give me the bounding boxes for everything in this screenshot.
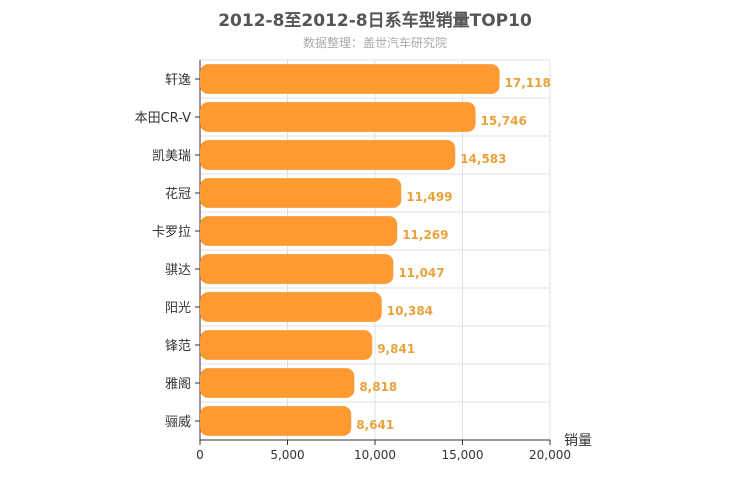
data-label: 9,841 bbox=[377, 342, 415, 356]
bar bbox=[200, 178, 402, 208]
bar bbox=[200, 330, 373, 360]
x-tick-label: 0 bbox=[196, 448, 204, 462]
data-label: 8,818 bbox=[359, 380, 397, 394]
data-label: 17,118 bbox=[505, 76, 551, 90]
category-label: 轩逸 bbox=[165, 73, 191, 88]
chart-title: 2012-8至2012-8日系车型销量TOP10 bbox=[218, 11, 532, 31]
bar bbox=[200, 64, 500, 94]
category-label: 锋范 bbox=[165, 339, 191, 354]
category-label: 卡罗拉 bbox=[152, 225, 191, 240]
data-label: 14,583 bbox=[460, 152, 506, 166]
bar bbox=[200, 368, 355, 398]
x-tick-label: 10,000 bbox=[354, 448, 396, 462]
bar bbox=[200, 216, 398, 246]
category-label: 本田CR-V bbox=[135, 111, 192, 126]
data-label: 11,269 bbox=[402, 228, 448, 242]
data-label: 8,641 bbox=[356, 418, 394, 432]
bar bbox=[200, 102, 476, 132]
data-label: 15,746 bbox=[481, 114, 527, 128]
category-label: 花冠 bbox=[165, 186, 191, 202]
data-label: 11,047 bbox=[398, 266, 444, 280]
category-label: 骐达 bbox=[165, 263, 191, 278]
x-tick-label: 15,000 bbox=[442, 448, 484, 462]
bar bbox=[200, 140, 456, 170]
x-axis-label: 销量 bbox=[564, 433, 592, 449]
bar bbox=[200, 254, 394, 284]
data-label: 11,499 bbox=[406, 190, 452, 204]
x-tick-label: 5,000 bbox=[270, 448, 304, 462]
category-label: 骊威 bbox=[165, 415, 191, 430]
bar bbox=[200, 292, 382, 322]
category-label: 阳光 bbox=[165, 301, 191, 316]
data-label: 10,384 bbox=[387, 304, 433, 318]
x-tick-label: 20,000 bbox=[529, 448, 571, 462]
category-label: 凯美瑞 bbox=[152, 149, 191, 164]
bar bbox=[200, 406, 352, 436]
chart-subtitle: 数据整理：盖世汽车研究院 bbox=[302, 36, 447, 50]
category-label: 雅阁 bbox=[165, 377, 191, 392]
